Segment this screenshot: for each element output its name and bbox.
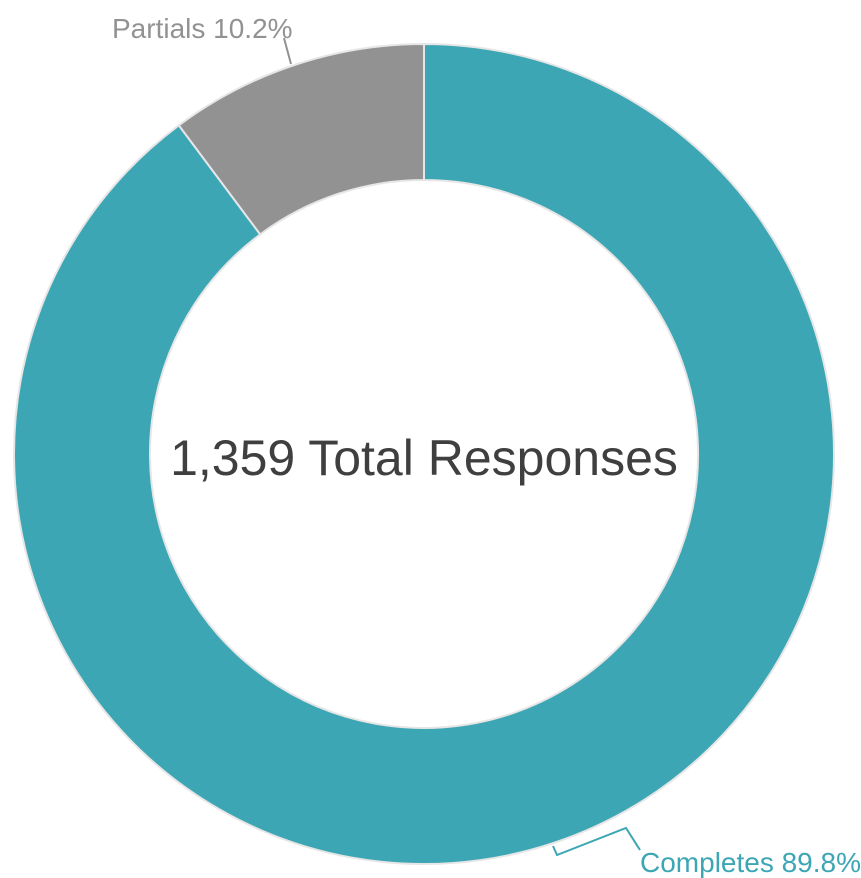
leader-line-completes bbox=[552, 826, 641, 857]
slice-label-completes: Completes 89.8% bbox=[640, 847, 861, 878]
leader-lines-layer bbox=[283, 37, 641, 857]
donut-slice-partials bbox=[177, 42, 425, 236]
slice-label-partials: Partials 10.2% bbox=[112, 13, 293, 44]
slices-layer bbox=[13, 42, 835, 865]
donut-slice-completes bbox=[13, 42, 835, 865]
leader-line-partials bbox=[283, 37, 292, 65]
center-total-label: 1,359 Total Responses bbox=[170, 430, 678, 486]
